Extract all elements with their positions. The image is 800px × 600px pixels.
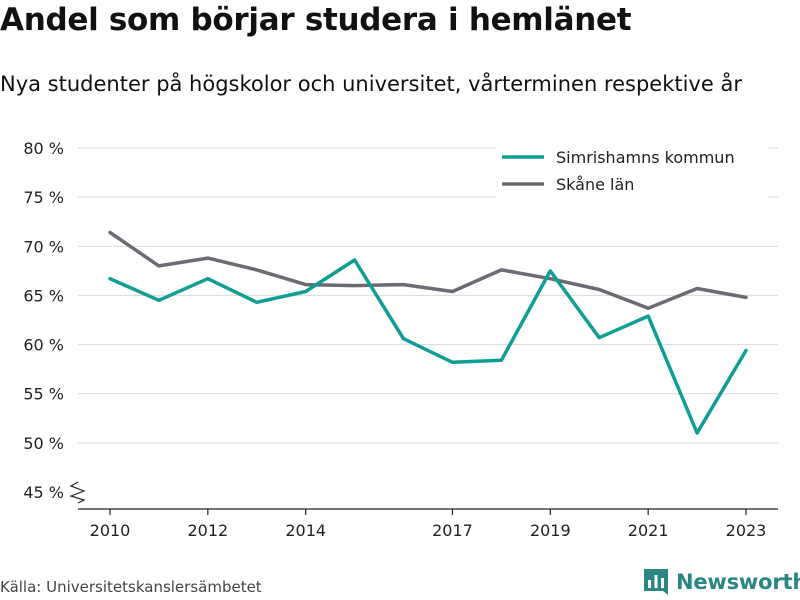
x-tick-label: 2023	[726, 521, 767, 540]
brand-name: Newsworthy	[676, 570, 800, 594]
y-tick-label: 75 %	[23, 188, 64, 207]
y-tick-label: 50 %	[23, 434, 64, 453]
axis-break-icon	[69, 481, 86, 504]
data-series	[108, 230, 748, 435]
legend-label: Skåne län	[556, 175, 634, 194]
y-tick-label: 80 %	[23, 139, 64, 158]
legend: Simrishamns kommun Skåne län	[496, 140, 768, 198]
y-tick-label: 65 %	[23, 286, 64, 305]
x-tick-label: 2010	[90, 521, 131, 540]
x-tick-label: 2017	[432, 521, 473, 540]
axes: 45 % 50 % 55 % 60 % 65 % 70 % 75 % 80 % 2010 2012…	[23, 139, 778, 540]
y-tick-label: 70 %	[23, 237, 64, 256]
x-tick-label: 2019	[530, 521, 571, 540]
series-line	[108, 258, 748, 435]
source-note: Källa: Universitetskanslersämbetet	[0, 578, 262, 596]
brand-logo: Newsworthy	[644, 569, 800, 595]
legend-label: Simrishamns kommun	[556, 148, 735, 167]
chart-subtitle: Nya studenter på högskolor och universit…	[0, 72, 742, 96]
legend-box	[496, 140, 768, 198]
y-tick-label: 60 %	[23, 336, 64, 355]
series-line	[108, 230, 748, 310]
newsworthy-logo-icon	[644, 569, 668, 595]
x-tick-label: 2021	[628, 521, 669, 540]
y-tick-label: 55 %	[23, 385, 64, 404]
x-tick-label: 2012	[187, 521, 228, 540]
x-tick-label: 2014	[285, 521, 326, 540]
y-tick-label: 45 %	[23, 483, 64, 502]
chart-title: Andel som börjar studera i hemlänet	[0, 2, 632, 38]
